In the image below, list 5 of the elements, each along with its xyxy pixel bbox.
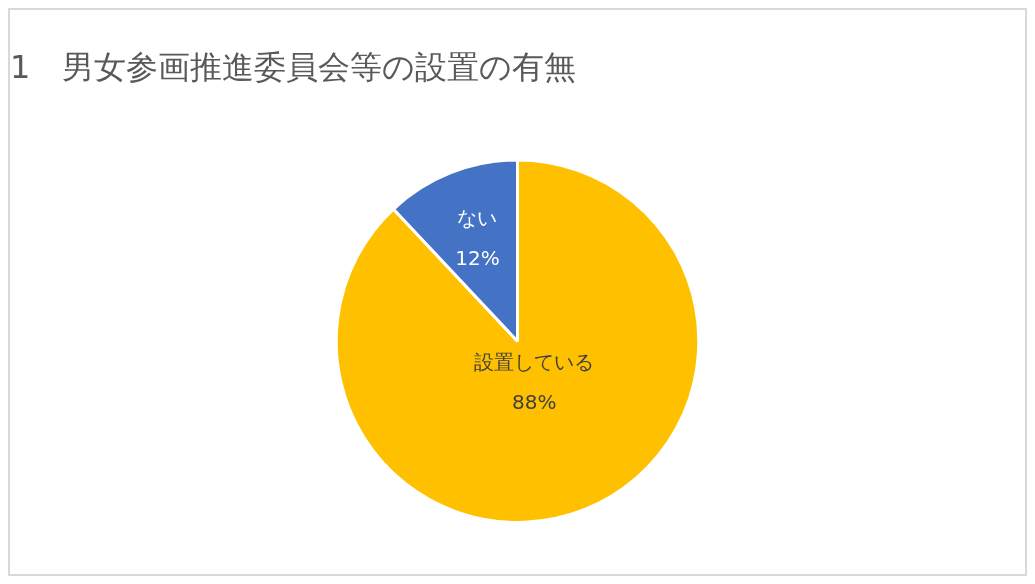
slice-label: 設置している: [474, 349, 595, 374]
data-label: 88%: [511, 389, 557, 414]
chart-title: 1 男女参画推進委員会等の設置の有無: [10, 47, 577, 86]
slice-label: ない: [457, 206, 498, 231]
data-label: 12%: [455, 246, 500, 271]
